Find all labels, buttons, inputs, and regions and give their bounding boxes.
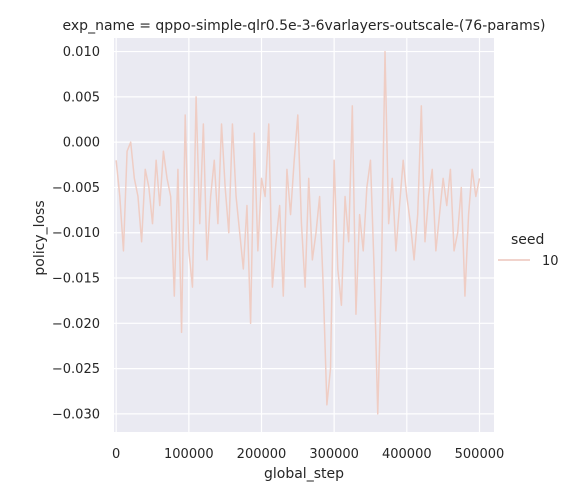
grid-lines bbox=[114, 38, 494, 432]
y-tick-label: −0.020 bbox=[52, 317, 100, 332]
legend-entry-label: 10 bbox=[542, 254, 559, 269]
y-tick-label: −0.015 bbox=[52, 272, 100, 287]
series-line-10 bbox=[115, 50, 481, 415]
y-tick-label: −0.010 bbox=[52, 226, 100, 241]
x-tick-label: 100000 bbox=[164, 447, 214, 462]
x-tick-label: 400000 bbox=[382, 447, 432, 462]
y-tick-labels: 0.010 0.005 0.000 −0.005 −0.010 −0.015 −0.020 −… bbox=[52, 45, 100, 422]
y-tick-label: 0.000 bbox=[63, 136, 100, 151]
legend: seed 10 bbox=[498, 232, 559, 269]
x-tick-label: 300000 bbox=[309, 447, 359, 462]
plot-background bbox=[114, 38, 494, 432]
x-tick-label: 500000 bbox=[455, 447, 505, 462]
x-axis-label: global_step bbox=[264, 466, 344, 482]
y-tick-label: 0.005 bbox=[63, 90, 100, 105]
legend-title: seed bbox=[511, 232, 544, 248]
chart-title: exp_name = qppo-simple-qlr0.5e-3-6varlay… bbox=[63, 18, 546, 34]
y-tick-label: 0.010 bbox=[63, 45, 100, 60]
x-tick-label: 0 bbox=[112, 447, 120, 462]
y-axis-label: policy_loss bbox=[32, 200, 48, 275]
y-tick-label: −0.030 bbox=[52, 407, 100, 422]
x-tick-labels: 0 100000 200000 300000 400000 500000 bbox=[112, 447, 504, 462]
y-tick-label: −0.005 bbox=[52, 181, 100, 196]
y-tick-label: −0.025 bbox=[52, 362, 100, 377]
x-tick-label: 200000 bbox=[237, 447, 287, 462]
series-layer bbox=[115, 50, 481, 415]
